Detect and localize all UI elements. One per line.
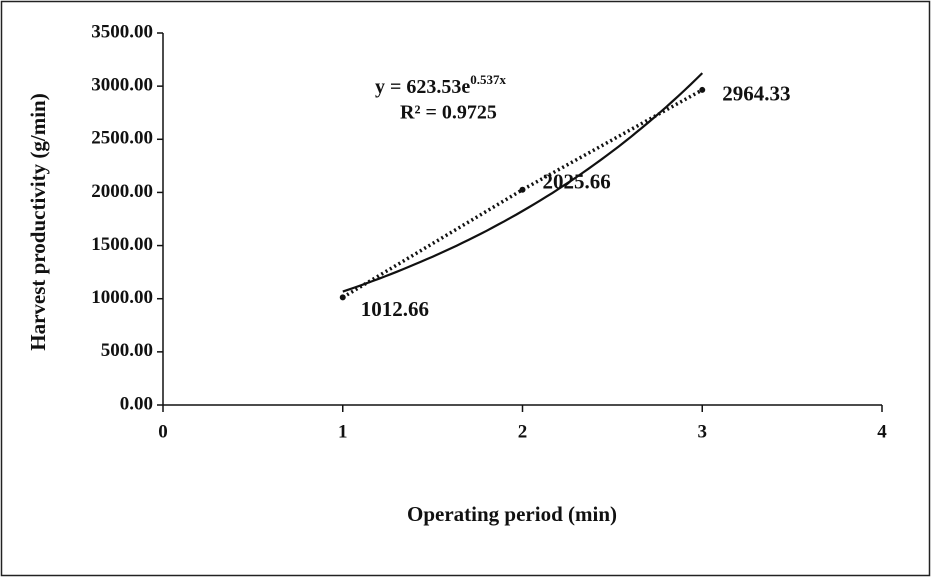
equation-exponent: 0.537x	[470, 72, 506, 87]
y-tick-label: 2000.00	[91, 181, 153, 202]
trend-equation: y = 623.53e0.537x	[375, 72, 507, 98]
equation-base: y = 623.53e	[375, 76, 470, 98]
trendline	[342, 72, 704, 293]
data-point	[339, 294, 346, 301]
x-tick-label: 0	[158, 421, 168, 442]
x-tick-label: 4	[877, 421, 887, 442]
data-line	[341, 88, 704, 299]
x-axis-title: Operating period (min)	[407, 502, 617, 526]
data-point	[699, 86, 706, 93]
r-squared: R² = 0.9725	[400, 102, 497, 124]
data-point	[519, 186, 526, 193]
x-tick-label: 3	[698, 421, 708, 442]
x-tick-label: 2	[518, 421, 528, 442]
data-label: 2025.66	[543, 170, 611, 194]
y-tick-label: 1500.00	[91, 234, 153, 255]
y-axis-title: Harvest productivity (g/min)	[26, 93, 50, 350]
y-tick-label: 3000.00	[91, 75, 153, 96]
y-tick-label: 1000.00	[91, 287, 153, 308]
data-label: 2964.33	[722, 82, 790, 106]
data-label: 1012.66	[361, 297, 429, 321]
x-tick-label: 1	[338, 421, 348, 442]
y-tick-label: 3500.00	[91, 21, 153, 42]
y-tick-label: 2500.00	[91, 128, 153, 149]
y-tick-label: 0.00	[120, 393, 153, 414]
y-tick-label: 500.00	[101, 340, 153, 361]
